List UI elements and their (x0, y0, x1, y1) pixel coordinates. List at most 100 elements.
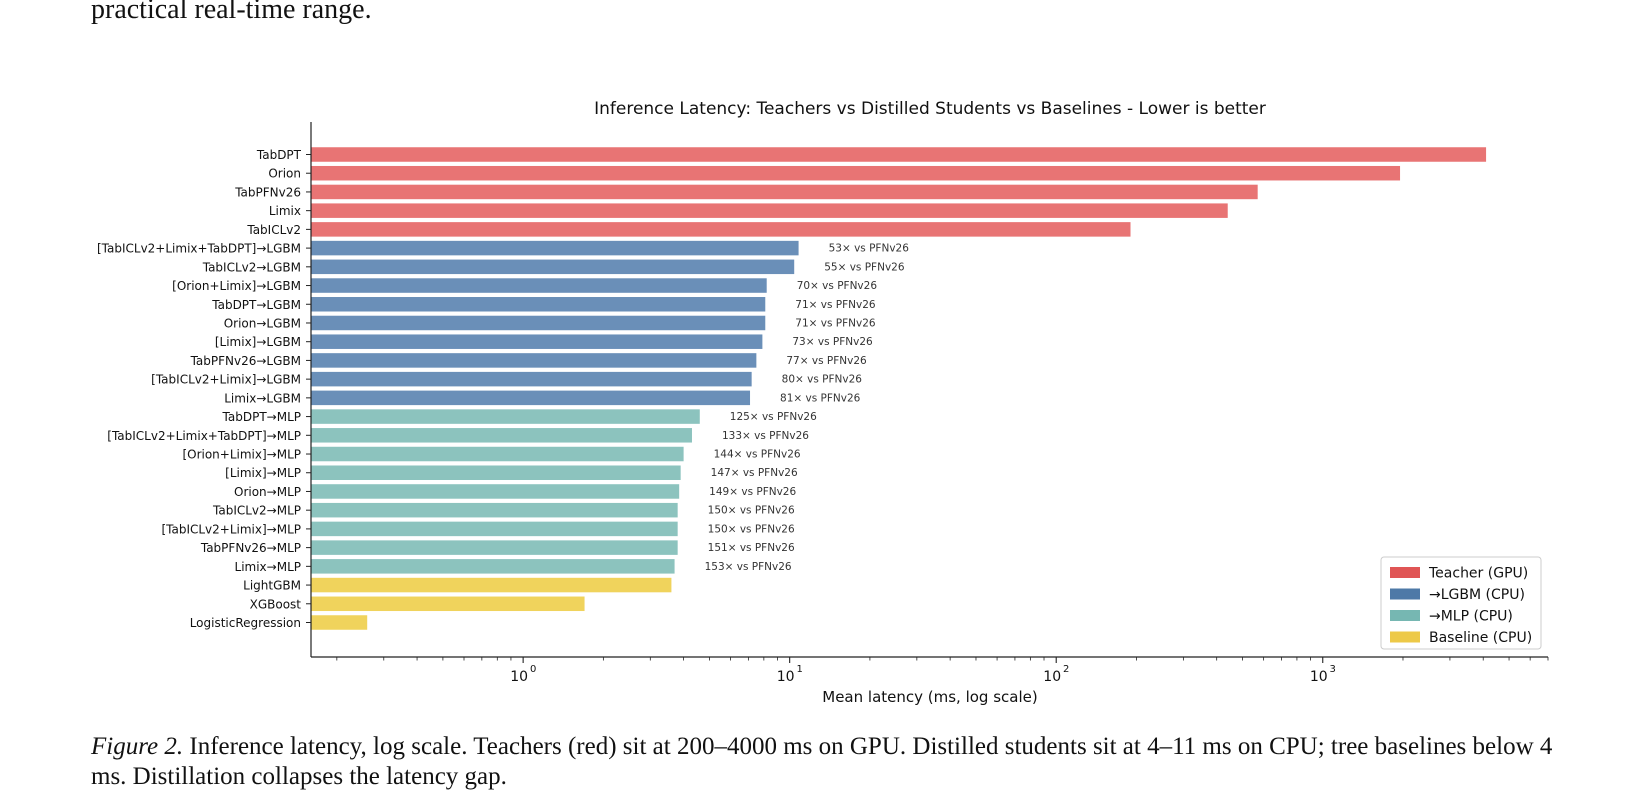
category-label-21: TabPFNv26→MLP (200, 541, 301, 555)
bar-annotation-5: 53× vs PFNv26 (829, 243, 910, 255)
category-label-19: TabICLv2→MLP (212, 504, 301, 518)
legend-swatch-0 (1390, 567, 1420, 578)
legend-swatch-1 (1390, 588, 1420, 600)
bar-0 (311, 147, 1487, 162)
bar-annotation-19: 150× vs PFNv26 (708, 505, 795, 517)
x-tick-exponent-3: 3 (1330, 664, 1336, 675)
category-label-23: LightGBM (243, 579, 301, 593)
category-label-6: TabICLv2→LGBM (202, 260, 301, 274)
x-tick-label-3: 10 (1310, 669, 1328, 685)
category-label-24: XGBoost (250, 597, 302, 611)
x-tick-exponent-1: 1 (796, 664, 802, 675)
legend-label-2: →MLP (CPU) (1429, 609, 1513, 625)
bar-annotation-6: 55× vs PFNv26 (824, 261, 905, 273)
bar-2 (311, 184, 1258, 200)
category-label-3: Limix (269, 204, 301, 218)
legend-label-1: →LGBM (CPU) (1429, 587, 1525, 603)
bar-21 (311, 540, 678, 555)
category-label-4: TabICLv2 (246, 223, 301, 237)
bar-1 (311, 165, 1401, 181)
bar-18 (311, 484, 680, 499)
bar-7 (311, 278, 767, 293)
category-label-18: Orion→MLP (234, 485, 301, 499)
x-ticks: 10 0 10 1 10 2 10 3 (336, 657, 1549, 685)
legend-swatch-2 (1390, 610, 1420, 621)
bar-20 (311, 521, 678, 537)
legend-label-3: Baseline (CPU) (1429, 630, 1532, 646)
category-label-12: [TabICLv2+Limix]→LGBM (151, 373, 301, 387)
bar-annotation-17: 147× vs PFNv26 (711, 467, 798, 479)
bar-24 (311, 596, 585, 612)
bar-19 (311, 502, 678, 518)
caption-text: Inference latency, log scale. Teachers (… (91, 733, 1553, 790)
category-label-22: Limix→MLP (235, 560, 301, 574)
category-label-11: TabPFNv26→LGBM (190, 354, 301, 368)
category-label-10: [Limix]→LGBM (215, 335, 301, 349)
latency-chart: Inference Latency: Teachers vs Distilled… (97, 99, 1549, 706)
bar-9 (311, 315, 766, 331)
bars-layer (311, 147, 1487, 630)
bar-annotation-20: 150× vs PFNv26 (708, 523, 795, 535)
bar-annotations: 53× vs PFNv26 55× vs PFNv26 70× vs PFNv26 7… (705, 243, 910, 573)
bar-annotation-21: 151× vs PFNv26 (708, 542, 795, 554)
category-label-13: Limix→LGBM (224, 391, 301, 405)
category-label-7: [Orion+Limix]→LGBM (172, 279, 301, 293)
category-label-20: [TabICLv2+Limix]→MLP (161, 522, 301, 536)
bar-annotation-16: 144× vs PFNv26 (714, 449, 801, 461)
bar-3 (311, 203, 1228, 218)
legend: Teacher (GPU) →LGBM (CPU) →MLP (CPU) Baseli… (1380, 556, 1542, 650)
category-label-5: [TabICLv2+Limix+TabDPT]→LGBM (97, 242, 301, 256)
x-axis-label: Mean latency (ms, log scale) (822, 688, 1037, 706)
bar-annotation-9: 71× vs PFNv26 (795, 317, 876, 329)
bar-4 (311, 222, 1131, 237)
x-tick-exponent-0: 0 (530, 664, 536, 675)
category-label-17: [Limix]→MLP (225, 466, 301, 480)
bar-16 (311, 446, 684, 462)
category-label-9: Orion→LGBM (224, 316, 301, 330)
figure-caption: Figure 2. Inference latency, log scale. … (91, 732, 1561, 792)
category-labels: TabDPT Orion TabPFNv26 Limix TabICLv2 [TabICL… (97, 148, 302, 630)
bar-annotation-14: 125× vs PFNv26 (730, 411, 817, 423)
category-label-1: Orion (268, 167, 301, 181)
bar-annotation-8: 71× vs PFNv26 (795, 299, 876, 311)
bar-15 (311, 428, 692, 443)
bar-annotation-15: 133× vs PFNv26 (722, 430, 809, 442)
bar-25 (311, 615, 368, 630)
bar-22 (311, 559, 675, 574)
bar-14 (311, 409, 700, 424)
bar-23 (311, 577, 672, 593)
top-text: practical real-time range. (91, 0, 372, 25)
bar-annotation-11: 77× vs PFNv26 (786, 355, 867, 367)
bar-annotation-18: 149× vs PFNv26 (709, 486, 796, 498)
legend-label-0: Teacher (GPU) (1428, 566, 1528, 582)
legend-frame (1380, 556, 1542, 650)
bar-annotation-7: 70× vs PFNv26 (797, 280, 878, 292)
category-label-25: LogisticRegression (190, 616, 301, 630)
bar-11 (311, 353, 757, 368)
category-label-8: TabDPT→LGBM (211, 298, 301, 312)
chart-title: Inference Latency: Teachers vs Distilled… (594, 99, 1266, 119)
bar-5 (311, 240, 799, 256)
bar-annotation-10: 73× vs PFNv26 (792, 336, 873, 348)
bar-12 (311, 371, 752, 387)
category-label-15: [TabICLv2+Limix+TabDPT]→MLP (107, 429, 301, 443)
bar-8 (311, 297, 766, 312)
bar-17 (311, 465, 681, 480)
legend-swatch-3 (1390, 631, 1420, 643)
category-label-2: TabPFNv26 (234, 185, 301, 199)
caption-label: Figure 2. (91, 733, 184, 760)
x-tick-label-0: 10 (510, 669, 528, 685)
x-tick-exponent-2: 2 (1063, 664, 1069, 675)
x-tick-label-1: 10 (777, 669, 795, 685)
bar-13 (311, 390, 751, 406)
category-label-0: TabDPT (256, 148, 302, 162)
bar-6 (311, 259, 795, 275)
x-tick-label-2: 10 (1043, 669, 1061, 685)
category-label-14: TabDPT→MLP (222, 410, 301, 424)
axes (306, 122, 1548, 658)
category-label-16: [Orion+Limix]→MLP (182, 448, 301, 462)
bar-10 (311, 334, 763, 349)
bar-annotation-13: 81× vs PFNv26 (780, 392, 861, 404)
bar-annotation-22: 153× vs PFNv26 (705, 561, 792, 573)
bar-annotation-12: 80× vs PFNv26 (782, 374, 863, 386)
